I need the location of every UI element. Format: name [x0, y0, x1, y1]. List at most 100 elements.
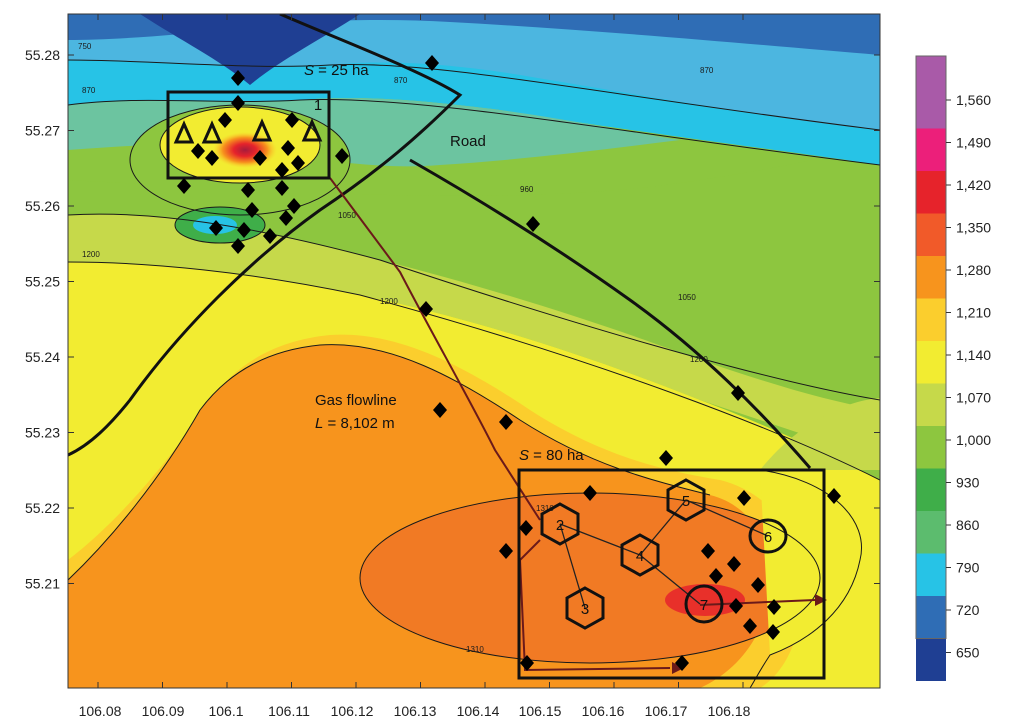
colorbar-swatch [916, 128, 946, 171]
well-marker [433, 402, 447, 418]
contour-line [174, 206, 266, 244]
triangle-marker [301, 118, 323, 142]
well-marker [335, 148, 349, 164]
contour-labels: 750 870 870 870 960 1050 1200 1200 1200 … [78, 42, 714, 654]
road-line [409, 158, 812, 469]
colorbar: 1,560 1,490 1,420 1,350 1,280 1,210 1,140 1,070… [915, 55, 991, 681]
colorbar-label: 1,490 [956, 135, 991, 151]
well-marker [209, 220, 223, 236]
contour-label: 870 [394, 76, 408, 85]
area-box-large [517, 468, 826, 680]
colorbar-label: 860 [956, 517, 980, 533]
well-marker [519, 520, 533, 536]
well-marker [526, 216, 540, 232]
band-darkblue-top [140, 14, 360, 85]
site-link [559, 523, 586, 609]
contour-field [68, 14, 880, 688]
site-circle [748, 518, 788, 554]
well-marker [281, 140, 295, 156]
colorbar-label: 1,560 [956, 92, 991, 108]
well-marker [231, 70, 245, 86]
x-tick-label: 106.13 [394, 703, 437, 719]
y-tick-label: 55.22 [25, 500, 60, 516]
site-number: 4 [636, 548, 644, 565]
contour-label: 1310 [536, 504, 554, 513]
area-small-label: S = 25 ha [304, 62, 369, 79]
site-link [685, 499, 769, 537]
x-tick-label: 106.1 [208, 703, 243, 719]
well-marker [287, 198, 301, 214]
band-green-mid [68, 214, 880, 460]
colorbar-label: 1,000 [956, 432, 991, 448]
contour-line [68, 59, 880, 131]
well-marker [231, 95, 245, 111]
road-label: Road [450, 133, 486, 150]
colorbar-swatch [916, 553, 946, 596]
east-green-strip [760, 398, 880, 470]
well-marker [275, 162, 289, 178]
site-hexagon [565, 586, 605, 630]
y-tick-label: 55.28 [25, 47, 60, 63]
triangle-marker [201, 120, 223, 144]
well-marker [767, 599, 781, 615]
well-marker [827, 488, 841, 504]
site-hexagon [666, 478, 706, 522]
colorbar-label: 1,140 [956, 347, 991, 363]
gas-flowline [329, 177, 541, 521]
colorbar-frame [915, 55, 947, 639]
colorbar-label: 1,280 [956, 262, 991, 278]
map-annotations: S = 25 ha Road Gas flowline L = 8,102 m … [304, 62, 584, 464]
contour-label: 1200 [690, 355, 708, 364]
colorbar-label: 650 [956, 645, 980, 661]
colorbar-label: 1,070 [956, 390, 991, 406]
site-link [639, 499, 687, 556]
well-marker [675, 655, 689, 671]
well-marker [751, 577, 765, 593]
x-tick-label: 106.17 [645, 703, 688, 719]
triangle-marker [251, 118, 273, 142]
well-marker [731, 385, 745, 401]
well-marker [425, 55, 439, 71]
triangle-marker [173, 120, 195, 144]
well-marker [499, 414, 513, 430]
site-number: 5 [682, 493, 690, 510]
colorbar-swatch [916, 468, 946, 511]
well-marker [701, 543, 715, 559]
colorbar-swatch [916, 426, 946, 469]
gas-flowline-branch [699, 599, 816, 606]
colorbar-label: 930 [956, 475, 980, 491]
colorbar-swatch [916, 596, 946, 639]
well-marker [727, 556, 741, 572]
well-marker [241, 182, 255, 198]
site-number: 6 [764, 529, 772, 546]
x-tick-label: 106.16 [582, 703, 625, 719]
well-marker [275, 180, 289, 196]
wells [177, 55, 841, 671]
well-marker [499, 543, 513, 559]
well-marker [583, 485, 597, 501]
colorbar-label: 720 [956, 602, 980, 618]
site-numbers: 1 2 3 4 5 6 7 [314, 97, 772, 618]
well-marker [766, 624, 780, 640]
colorbar-label: 1,210 [956, 305, 991, 321]
well-marker [419, 301, 433, 317]
contour-label: 1200 [82, 250, 100, 259]
x-tick-label: 106.09 [142, 703, 185, 719]
y-tick-label: 55.21 [25, 576, 60, 592]
site-number: 3 [581, 601, 589, 618]
well-marker [253, 150, 267, 166]
x-tick-label: 106.12 [331, 703, 374, 719]
colorbar-swatch [916, 638, 946, 681]
contour-label: 1050 [338, 211, 356, 220]
site-hexagons [540, 478, 706, 630]
well-marker [177, 178, 191, 194]
x-tick-label: 106.18 [708, 703, 751, 719]
area-large-label: S = 80 ha [519, 447, 584, 464]
contour-label: 870 [82, 86, 96, 95]
flowline-arrowhead [672, 662, 684, 674]
well-marker [285, 112, 299, 128]
site-hexagon [620, 533, 660, 577]
site-number: 2 [556, 517, 564, 534]
x-axis: 106.08 106.09 106.1 106.11 106.12 106.13 106.1… [79, 14, 751, 719]
contour-label: 750 [78, 42, 92, 51]
